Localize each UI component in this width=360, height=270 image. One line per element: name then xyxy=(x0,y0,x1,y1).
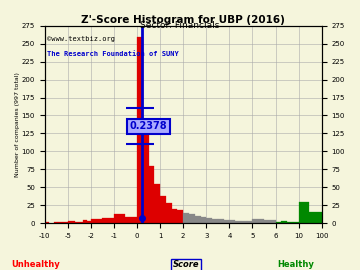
Bar xyxy=(91,220,102,223)
Bar xyxy=(206,218,212,223)
Y-axis label: Number of companies (997 total): Number of companies (997 total) xyxy=(15,72,20,177)
Text: Healthy: Healthy xyxy=(277,260,314,269)
Bar xyxy=(143,119,149,223)
Bar xyxy=(125,217,137,223)
Bar xyxy=(160,196,166,223)
Bar xyxy=(87,221,91,223)
Bar xyxy=(189,214,195,223)
Bar xyxy=(166,203,172,223)
Bar xyxy=(212,219,218,223)
Bar xyxy=(247,221,252,223)
Text: Sector: Financials: Sector: Financials xyxy=(140,21,220,30)
Bar xyxy=(45,222,49,223)
Text: 0.2378: 0.2378 xyxy=(130,121,167,131)
Bar xyxy=(282,221,287,223)
Bar xyxy=(195,216,201,223)
Bar xyxy=(293,222,299,223)
Bar xyxy=(172,209,177,223)
Bar xyxy=(309,212,322,223)
Bar xyxy=(183,213,189,223)
Bar xyxy=(299,201,309,223)
Text: Score: Score xyxy=(173,260,199,269)
Bar xyxy=(241,221,247,223)
Title: Z'-Score Histogram for UBP (2016): Z'-Score Histogram for UBP (2016) xyxy=(81,15,285,25)
Bar xyxy=(252,220,264,223)
Text: ©www.textbiz.org: ©www.textbiz.org xyxy=(48,36,116,42)
Bar xyxy=(218,220,224,223)
Bar xyxy=(63,222,68,223)
Bar xyxy=(287,222,293,223)
Bar xyxy=(68,221,75,223)
Bar xyxy=(224,220,229,223)
Bar xyxy=(137,36,143,223)
Text: Unhealthy: Unhealthy xyxy=(12,260,60,269)
Text: The Research Foundation of SUNY: The Research Foundation of SUNY xyxy=(48,51,179,58)
Bar xyxy=(114,214,125,223)
Bar xyxy=(154,184,160,223)
Bar xyxy=(54,222,58,223)
Bar xyxy=(177,210,183,223)
Bar xyxy=(75,222,83,223)
Bar xyxy=(276,222,282,223)
Bar xyxy=(149,166,154,223)
Bar xyxy=(102,218,114,223)
Bar xyxy=(229,220,235,223)
Bar xyxy=(235,221,241,223)
Bar xyxy=(201,217,206,223)
Bar xyxy=(58,222,63,223)
Bar xyxy=(264,220,276,223)
Bar xyxy=(83,220,87,223)
